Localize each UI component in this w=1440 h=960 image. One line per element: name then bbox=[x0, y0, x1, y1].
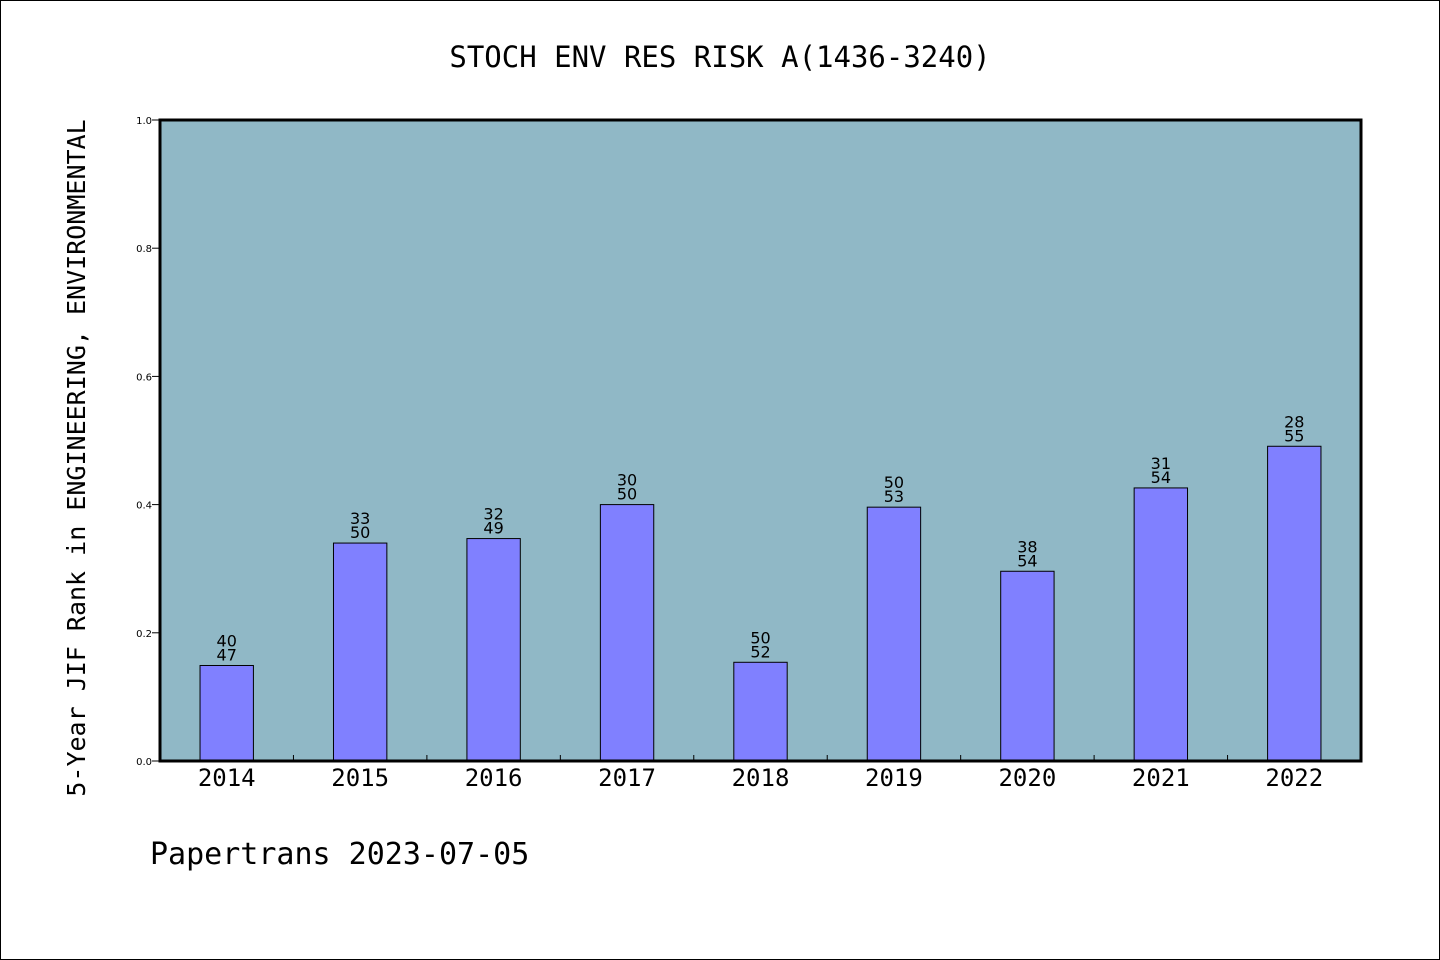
y-axis-ticks: 0.0 0.2 0.4 0.6 0.8 1.0 bbox=[136, 116, 160, 768]
bar-total-label-2017: 50 bbox=[617, 485, 637, 504]
bar-total-label-2018: 52 bbox=[750, 642, 770, 661]
bar-rank-label-2020: 38 bbox=[1017, 537, 1037, 556]
bar-rank-label-2021: 31 bbox=[1151, 454, 1171, 473]
x-tick-label-2019: 2019 bbox=[865, 764, 923, 792]
bar-2020 bbox=[1000, 570, 1055, 762]
x-tick-label-2016: 2016 bbox=[465, 764, 523, 792]
chart-title: STOCH ENV RES RISK A(1436-3240) bbox=[449, 40, 990, 74]
bar-rank-label-2019: 50 bbox=[884, 473, 904, 492]
y-tick-label-2: 0.4 bbox=[136, 501, 152, 512]
x-tick-label-2020: 2020 bbox=[998, 764, 1056, 792]
footer-credit: Papertrans 2023-07-05 bbox=[150, 837, 529, 872]
bar-2016 bbox=[466, 538, 521, 762]
bar-rank-label-2022: 28 bbox=[1284, 412, 1304, 431]
y-tick-label-1: 0.2 bbox=[136, 629, 152, 640]
bar-rank-label-2016: 32 bbox=[483, 505, 503, 524]
bar-2018 bbox=[733, 661, 788, 762]
bar-total-label-2019: 53 bbox=[884, 487, 904, 506]
x-tick-label-2018: 2018 bbox=[732, 764, 790, 792]
bar-total-label-2014: 47 bbox=[217, 645, 237, 664]
y-tick-label-3: 0.6 bbox=[136, 372, 152, 383]
y-axis-label: 5-Year JIF Rank in ENGINEERING, ENVIRONM… bbox=[62, 119, 91, 796]
bar-2014 bbox=[199, 664, 254, 762]
y-tick-label-5: 1.0 bbox=[136, 116, 152, 127]
y-tick-label-4: 0.8 bbox=[136, 244, 152, 255]
bar-total-label-2020: 54 bbox=[1017, 551, 1037, 570]
bar-2019 bbox=[866, 506, 922, 762]
x-tick-label-2015: 2015 bbox=[331, 764, 389, 792]
bar-2015 bbox=[332, 542, 388, 762]
bar-rank-label-2014: 40 bbox=[217, 631, 237, 650]
bar-2021 bbox=[1133, 487, 1189, 762]
plot-border bbox=[158, 118, 1363, 763]
x-tick-label-2022: 2022 bbox=[1265, 764, 1323, 792]
bar-2022 bbox=[1267, 445, 1322, 762]
bar-rank-label-2018: 50 bbox=[750, 628, 770, 647]
x-tick-label-2021: 2021 bbox=[1132, 764, 1190, 792]
x-tick-label-2017: 2017 bbox=[598, 764, 656, 792]
bar-total-label-2016: 49 bbox=[483, 519, 503, 538]
y-tick-label-0: 0.0 bbox=[136, 757, 152, 768]
bar-total-label-2022: 55 bbox=[1284, 426, 1304, 445]
x-axis-ticks: 2014 2015 2016 2017 2018 2019 2020 2021 2022 bbox=[198, 755, 1323, 792]
bar-rank-label-2017: 30 bbox=[617, 471, 637, 490]
bar-2017 bbox=[599, 504, 655, 762]
bar-total-label-2015: 50 bbox=[350, 523, 370, 542]
bar-rank-label-2015: 33 bbox=[350, 509, 370, 528]
bars bbox=[199, 445, 1322, 762]
bar-total-label-2021: 54 bbox=[1151, 468, 1171, 487]
x-tick-label-2014: 2014 bbox=[198, 764, 256, 792]
